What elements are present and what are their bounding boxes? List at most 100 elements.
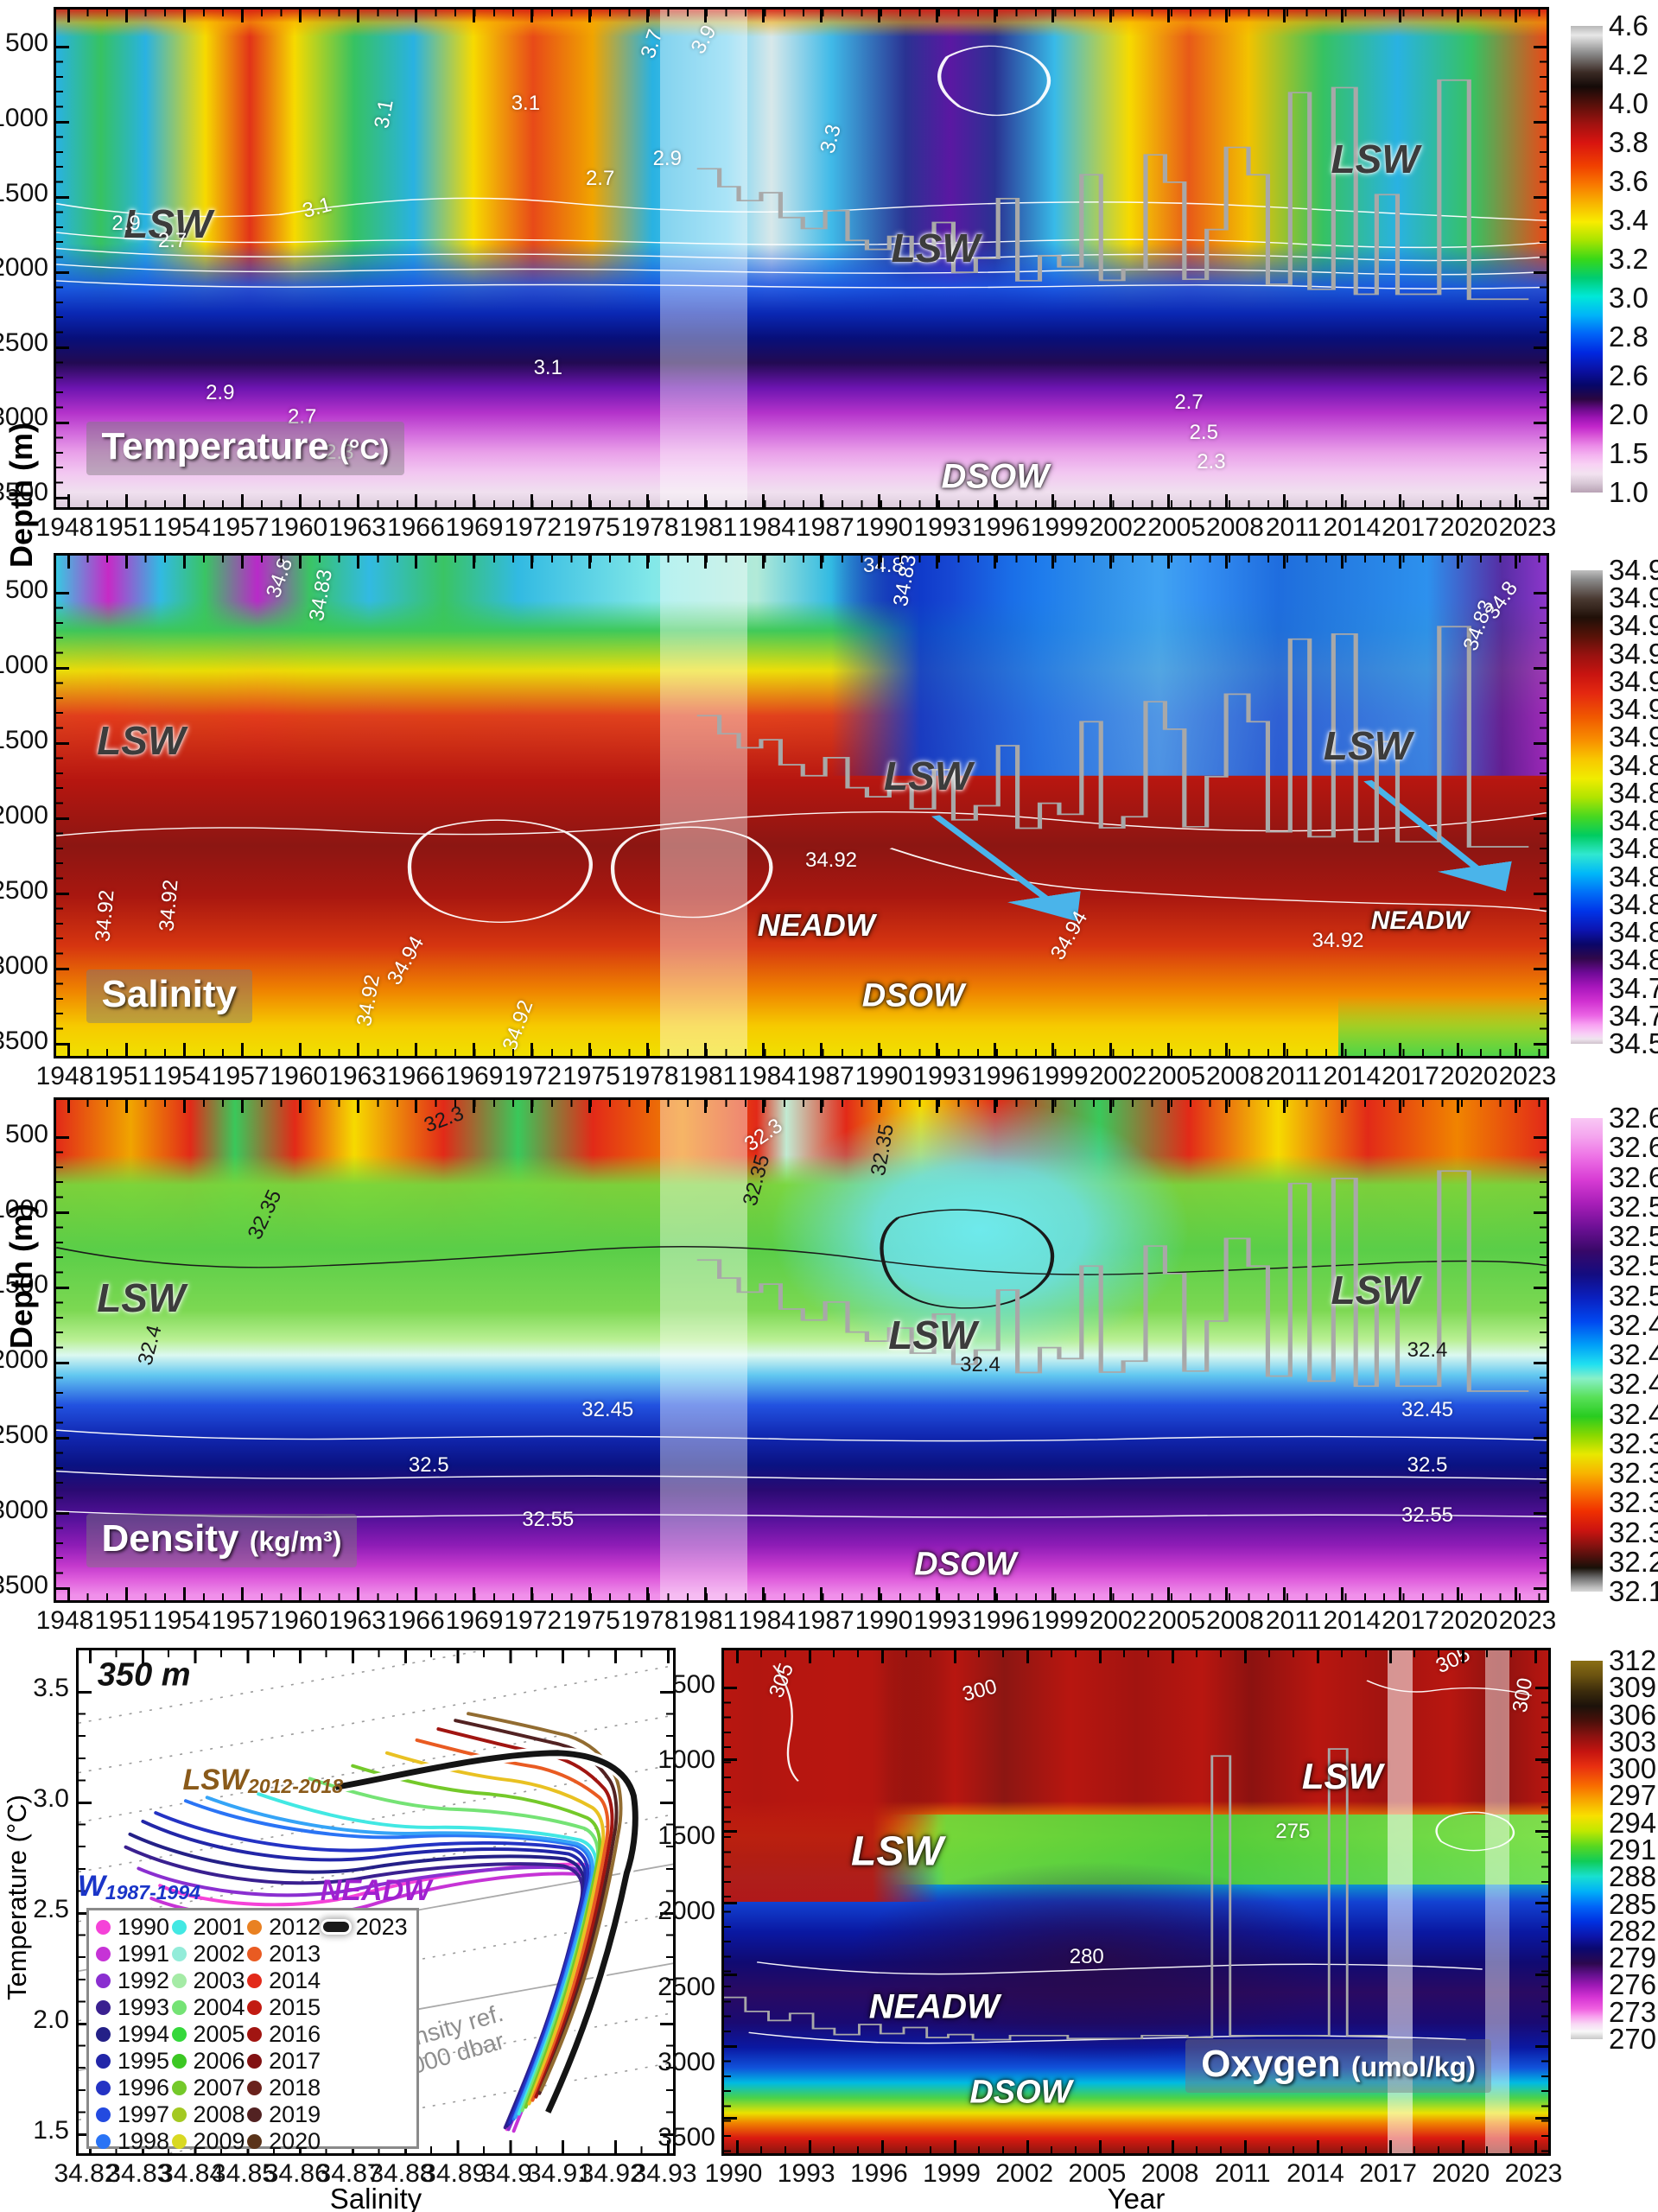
legend-item: 1995 (95, 2048, 172, 2075)
legend-item: 1993 (95, 1994, 172, 2021)
temperature-tick-label: 3.5 (33, 1674, 69, 1703)
panel-title-unit: (°C) (340, 433, 390, 465)
contour-label: 3.1 (300, 193, 334, 224)
panel-title-unit: (kg/m³) (249, 1526, 342, 1558)
year-tick-label: 1996 (849, 2159, 908, 2188)
year-tick-label: 2017 (1382, 513, 1439, 542)
depth-tick-label: 1000 (0, 104, 48, 132)
water-mass-label: LSW (891, 226, 980, 271)
year-tick-label: 2023 (1498, 1062, 1557, 1090)
colorbar-tick-label: 312 (1609, 1644, 1657, 1676)
salinity-tick-label: 34.9 (481, 2159, 532, 2188)
legend-swatch (171, 1919, 187, 1935)
colorbar-tick-label: 34.94 (1609, 609, 1658, 642)
year-tick-label: 2020 (1439, 513, 1498, 542)
year-tick-label: 2008 (1206, 1606, 1264, 1635)
legend-year: 2003 (193, 1967, 245, 1993)
contour-label: 2.7 (157, 228, 187, 252)
water-mass-label: LSW (888, 1313, 977, 1358)
contour-label: 305 (764, 1660, 798, 1701)
legend-year: 2004 (193, 1993, 245, 2020)
water-mass-label: NEADW (757, 907, 875, 944)
legend-item: 2006 (171, 2047, 248, 2075)
legend-year: 1994 (117, 2020, 170, 2047)
colorbar-tick-label: 32.38 (1609, 1427, 1658, 1459)
year-tick-label: 1960 (270, 1062, 328, 1090)
legend-year: 2006 (193, 2047, 245, 2074)
legend-swatch (171, 2053, 187, 2069)
contour-label: 32.55 (522, 1508, 575, 1532)
panel-title-salinity: Salinity (86, 969, 252, 1024)
axis-ticks-top (56, 10, 1547, 22)
density-panel: LSW LSW LSW DSOW 32.3 32.3 32.35 32.35 32.35 32.… (54, 1097, 1549, 1603)
colorbar-tick-label: 273 (1609, 1995, 1657, 2028)
legend-year: 2013 (269, 1940, 321, 1967)
legend-swatch (247, 1919, 263, 1935)
legend-item: 1994 (95, 2020, 172, 2048)
y-axis-depth-panel3: 500 1000 1500 2000 2500 3000 3500 (0, 1097, 48, 1603)
year-tick-label: 1954 (153, 513, 211, 542)
depth-tick-label: 3500 (657, 2123, 715, 2152)
axis-ticks-bottom (56, 1587, 1547, 1600)
panel-title-temperature: Temperature (°C) (86, 421, 405, 475)
panel-title-unit: (umol/kg) (1350, 2051, 1476, 2083)
legend-swatch (322, 1922, 349, 1933)
year-tick-label: 1963 (328, 1062, 386, 1090)
legend-year: 2002 (193, 1940, 245, 1967)
salinity-tick-label: 34.92 (579, 2159, 645, 2188)
axis-ticks-bottom (56, 494, 1547, 507)
colorbar-tick-label: 32.45 (1609, 1338, 1658, 1370)
colorbar-tick-label: 34.82 (1609, 944, 1658, 976)
salinity-tick-label: 34.84 (159, 2159, 225, 2188)
legend-year: 2017 (269, 2047, 321, 2074)
salinity-contour-labels: 34.834.8334.834.8334.834.8334.9234.9234.… (56, 556, 1547, 1056)
year-tick-label: 1951 (94, 1606, 153, 1635)
legend-year: 2020 (269, 2127, 321, 2154)
colorbar-tick-label: 32.48 (1609, 1308, 1658, 1341)
legend-swatch (95, 2080, 111, 2095)
year-tick-label: 2014 (1286, 2159, 1344, 2188)
contour-label: 2.7 (287, 405, 317, 429)
legend-year: 1992 (117, 1967, 170, 1993)
legend-swatch (171, 2080, 187, 2095)
colorbar-tick-label: 34.93 (1609, 637, 1658, 670)
year-tick-label: 2023 (1504, 2159, 1563, 2188)
panel-title-text: Density (101, 1517, 239, 1560)
colorbar-tick-label: 1.5 (1609, 437, 1648, 469)
legend-item: 2020 (247, 2127, 323, 2154)
depth-tick-label: 3000 (0, 403, 48, 432)
colorbar-tick-label: 297 (1609, 1779, 1657, 1812)
year-tick-label: 2005 (1147, 1606, 1206, 1635)
year-tick-label: 1978 (620, 1606, 679, 1635)
legend-item: 2021 (247, 2155, 323, 2156)
depth-tick-label: 1000 (0, 1194, 48, 1224)
depth-tick-label: 3500 (0, 1570, 48, 1599)
legend-item: 2008 (171, 2101, 248, 2128)
axis-ticks-bottom (724, 2140, 1548, 2153)
depth-tick-label: 3000 (657, 2048, 715, 2076)
contour-label: 34.94 (383, 931, 429, 989)
legend-swatch (171, 2026, 187, 2042)
legend-year: 2015 (269, 1993, 321, 2020)
contour-label: 34.92 (804, 849, 858, 873)
year-tick-label: 1957 (211, 1062, 270, 1090)
x-axis-years-panel3: 1948 1951 1954 1957 1960 1963 1966 1969 1972 1975… (36, 1606, 1557, 1641)
year-tick-label: 1972 (504, 513, 562, 542)
year-tick-label: 1996 (972, 1062, 1030, 1090)
colorbar-tick-label: 32.40 (1609, 1397, 1658, 1430)
contour-label: 2.5 (1189, 420, 1218, 444)
colorbar-tick-label: 32.60 (1609, 1160, 1658, 1193)
year-tick-label: 1984 (738, 513, 796, 542)
colorbar-tick-label: 276 (1609, 1968, 1657, 2001)
colorbar-tick-label: 303 (1609, 1725, 1657, 1758)
salinity-tick-label: 34.88 (369, 2159, 435, 2188)
legend-item: 1991 (95, 1941, 172, 1967)
contour-label: 2.3 (1197, 450, 1226, 474)
colorbar-tick-label: 300 (1609, 1752, 1657, 1785)
contour-label: 32.4 (1407, 1338, 1448, 1362)
colorbar-tick-label: 3.8 (1609, 126, 1648, 158)
year-tick-label: 2020 (1439, 1062, 1498, 1090)
legend-year: 2008 (193, 2101, 245, 2127)
salinity-colorbar-labels: 34.9634.9534.9434.9334.9234.9134.9034.89… (1609, 554, 1658, 1059)
